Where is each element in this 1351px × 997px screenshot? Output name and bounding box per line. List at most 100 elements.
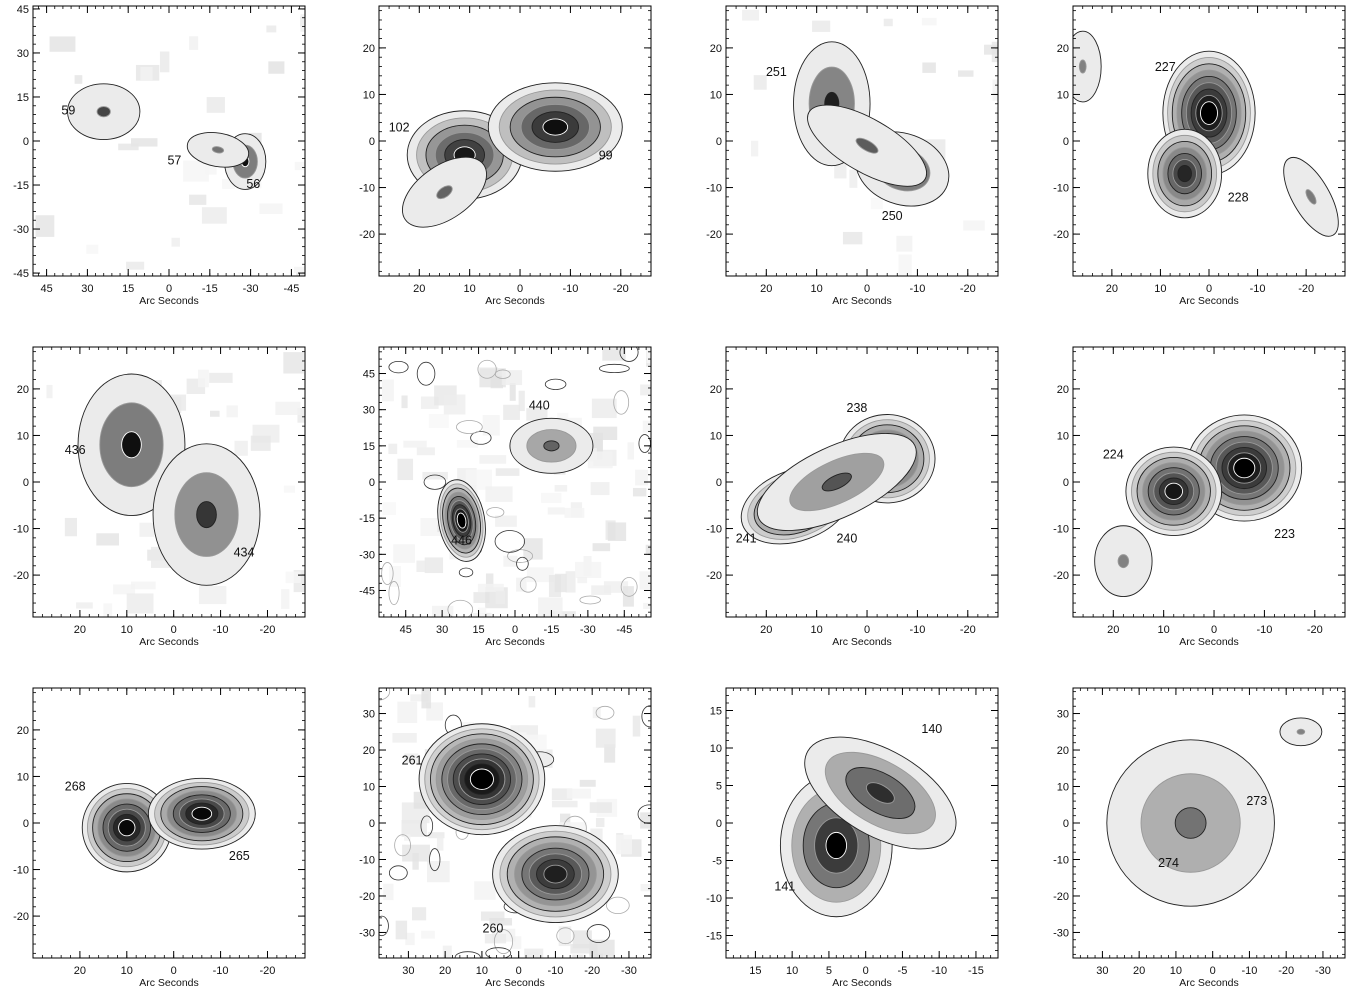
noise-contour xyxy=(381,562,394,585)
panel-image xyxy=(379,6,651,276)
axis-ticks xyxy=(32,688,306,958)
noise-contour xyxy=(595,705,615,720)
source-contours xyxy=(147,777,256,850)
noise-patch xyxy=(388,565,402,587)
source-id-label: 260 xyxy=(483,921,504,935)
axis-ticks xyxy=(725,6,999,276)
source-id-label: 59 xyxy=(61,104,75,118)
contour-level xyxy=(1233,457,1256,479)
noise-patch xyxy=(992,79,998,101)
noise-patch xyxy=(189,194,207,205)
noise-patch xyxy=(234,440,248,456)
source-contours xyxy=(1283,157,1339,237)
panel-p7: 20 10 0 -10 -20 20 10 0 -10 -20 Arc Seconds 238 241 2… xyxy=(706,346,999,648)
contour-level xyxy=(543,864,568,884)
noise-patch xyxy=(896,235,913,252)
x-tick-label: 0 xyxy=(1210,965,1216,977)
noise-patch xyxy=(159,51,170,73)
x-tick-label: -20 xyxy=(260,624,276,636)
noise-patch xyxy=(479,455,507,464)
x-tick-label: 10 xyxy=(1154,283,1166,295)
x-tick-label: 0 xyxy=(517,283,523,295)
noise-patch xyxy=(589,939,615,957)
noise-contour xyxy=(388,865,408,881)
noise-patch xyxy=(393,544,415,563)
x-tick-label: 20 xyxy=(74,624,86,636)
noise-patch xyxy=(592,543,611,552)
source-contours xyxy=(1147,128,1223,219)
panel-p10: 30 20 10 0 -10 -20 -30 30 20 10 0 -10 -20 -30 Arc Seco… xyxy=(359,687,652,989)
noise-patch xyxy=(443,394,466,415)
source-id-label: 251 xyxy=(766,65,787,79)
source-contours xyxy=(186,132,250,168)
y-tick-label: -20 xyxy=(359,229,375,241)
noise-patch xyxy=(632,487,647,497)
panel-image xyxy=(1073,688,1345,958)
contour-level xyxy=(1305,189,1317,205)
noise-contour xyxy=(447,599,474,617)
y-tick-label: 15 xyxy=(710,706,722,718)
x-tick-label: 10 xyxy=(464,283,476,295)
y-tick-label: 30 xyxy=(1057,709,1069,721)
noise-patch xyxy=(428,413,449,428)
noise-contour xyxy=(599,363,630,374)
source-contours xyxy=(1094,525,1153,597)
x-tick-label: -45 xyxy=(616,624,632,636)
noise-contour xyxy=(429,848,441,872)
y-tick-label: 0 xyxy=(1063,136,1069,148)
y-tick-label: 0 xyxy=(23,136,29,148)
noise-contour xyxy=(470,431,492,445)
axis-ticks xyxy=(33,6,305,276)
y-tick-label: -10 xyxy=(706,893,722,905)
noise-contour xyxy=(454,951,481,958)
x-tick-label: 30 xyxy=(436,624,448,636)
noise-patch xyxy=(753,75,767,90)
noise-patch xyxy=(898,254,912,276)
contour-level xyxy=(1073,30,1102,103)
panel-image xyxy=(1073,6,1345,276)
noise-patch xyxy=(640,812,651,829)
source-id-label: 99 xyxy=(599,149,613,163)
contour-level xyxy=(1174,807,1207,839)
x-tick-label: 20 xyxy=(760,624,772,636)
panel-image xyxy=(379,347,651,617)
noise-patch xyxy=(140,66,153,81)
y-tick-label: 10 xyxy=(17,430,29,442)
y-tick-label: -30 xyxy=(13,224,29,236)
x-tick-label: 10 xyxy=(811,624,823,636)
contour-level xyxy=(542,118,569,136)
y-tick-label: 0 xyxy=(716,477,722,489)
noise-patch xyxy=(189,36,199,50)
noise-contour xyxy=(388,581,400,606)
noise-patch xyxy=(591,398,617,419)
noise-contour xyxy=(516,556,529,571)
source-contours xyxy=(152,443,261,586)
y-tick-label: 10 xyxy=(1057,430,1069,442)
y-tick-label: -45 xyxy=(359,585,375,597)
contour-level xyxy=(543,440,560,452)
noise-patch xyxy=(131,138,158,147)
source-contours xyxy=(67,83,141,140)
y-tick-label: 20 xyxy=(17,725,29,737)
noise-patch xyxy=(222,178,235,189)
x-axis-label: Arc Seconds xyxy=(485,977,545,989)
noise-patch xyxy=(541,492,562,503)
panel-p11: 15 10 5 0 -5 -10 -15 15 10 5 0 -5 -10 -15 Arc Seconds 1… xyxy=(706,687,999,989)
y-tick-label: 20 xyxy=(710,384,722,396)
source-id-label: 57 xyxy=(167,153,181,167)
noise-patch xyxy=(570,943,598,954)
noise-patch xyxy=(635,469,649,486)
noise-contour xyxy=(620,577,638,597)
y-tick-label: 0 xyxy=(369,136,375,148)
noise-patch xyxy=(139,522,155,537)
y-tick-label: 20 xyxy=(1057,384,1069,396)
noise-patch xyxy=(428,832,445,839)
contour-level xyxy=(1200,101,1218,125)
noise-patch xyxy=(405,932,415,946)
x-tick-label: -20 xyxy=(584,965,600,977)
x-tick-label: -30 xyxy=(580,624,596,636)
noise-patch xyxy=(421,930,435,939)
noise-patch xyxy=(35,215,55,237)
x-axis-label: Arc Seconds xyxy=(1179,636,1239,648)
y-tick-label: -10 xyxy=(13,524,29,536)
